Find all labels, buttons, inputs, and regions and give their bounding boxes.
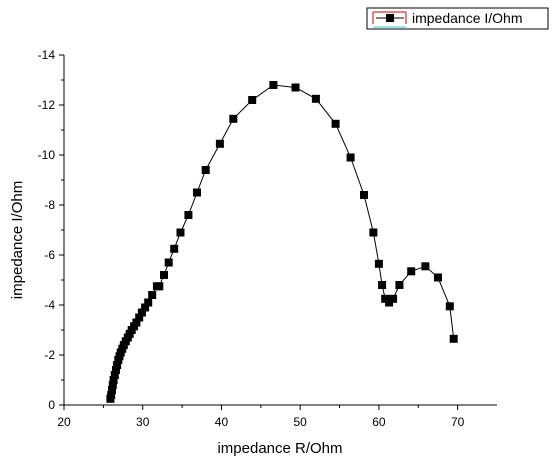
data-point-marker (112, 366, 120, 374)
data-point-marker (108, 386, 116, 394)
data-point-marker (407, 267, 416, 276)
data-point-marker (160, 271, 168, 279)
data-point-marker (369, 228, 378, 237)
data-point-marker (170, 244, 179, 253)
data-point-marker (445, 302, 454, 311)
data-point-marker (311, 94, 320, 103)
y-tick-label: -8 (44, 198, 55, 212)
data-point-marker (176, 228, 185, 237)
legend-box (366, 7, 549, 30)
x-axis-title: impedance R/Ohm (217, 440, 342, 457)
data-point-marker (109, 376, 118, 384)
x-tick-label: 50 (294, 415, 308, 429)
y-tick-label: -14 (38, 48, 56, 62)
data-point-marker (148, 291, 157, 299)
x-tick-label: 20 (57, 415, 71, 429)
data-point-marker (291, 83, 300, 92)
y-tick-label: -12 (38, 98, 56, 112)
y-tick-label: -6 (44, 248, 55, 262)
data-point-marker (449, 334, 458, 343)
data-point-marker (107, 391, 116, 399)
data-point-marker (331, 119, 340, 128)
data-point-marker (434, 273, 442, 282)
x-axis-ticks: 20 30 40 50 60 70 (57, 405, 465, 429)
data-point-marker (360, 191, 368, 199)
series-impedance (106, 81, 458, 403)
y-axis-ticks: 0 -2 -4 -6 -8 -10 -12 -14 (38, 48, 64, 412)
data-point-marker (164, 258, 173, 267)
data-point-marker (184, 211, 193, 219)
data-point-marker (389, 294, 398, 303)
y-axis-title: impedance I/Ohm (9, 181, 26, 299)
data-point-marker (113, 361, 122, 369)
data-point-marker (229, 114, 238, 123)
data-point-marker (215, 139, 224, 148)
x-tick-label: 70 (451, 415, 465, 429)
series-line (109, 84, 455, 399)
data-point-marker (421, 262, 430, 271)
data-point-marker (269, 81, 278, 89)
data-point-marker (135, 313, 144, 322)
data-point-marker (248, 96, 257, 104)
data-point-marker (110, 371, 119, 379)
data-point-marker (155, 282, 164, 291)
data-point-marker (193, 188, 201, 197)
y-tick-label: -10 (38, 148, 56, 162)
legend: impedance I/Ohm (366, 7, 549, 30)
data-point-marker (201, 166, 210, 174)
legend-label: impedance I/Ohm (412, 10, 523, 26)
data-point-marker (378, 281, 387, 289)
data-point-marker (144, 298, 153, 307)
data-point-marker (141, 303, 150, 312)
legend-marker-square (386, 14, 394, 22)
y-tick-label: 0 (48, 398, 55, 412)
y-tick-label: -4 (44, 298, 55, 312)
data-point-marker (374, 259, 383, 268)
data-point-marker (137, 308, 146, 317)
x-tick-label: 60 (372, 415, 386, 429)
x-tick-label: 40 (215, 415, 229, 429)
data-point-marker (108, 381, 117, 389)
x-tick-label: 30 (136, 415, 150, 429)
data-point-marker (395, 281, 404, 289)
data-point-marker (346, 153, 355, 162)
data-point-marker (132, 318, 141, 327)
y-tick-label: -2 (44, 348, 55, 362)
